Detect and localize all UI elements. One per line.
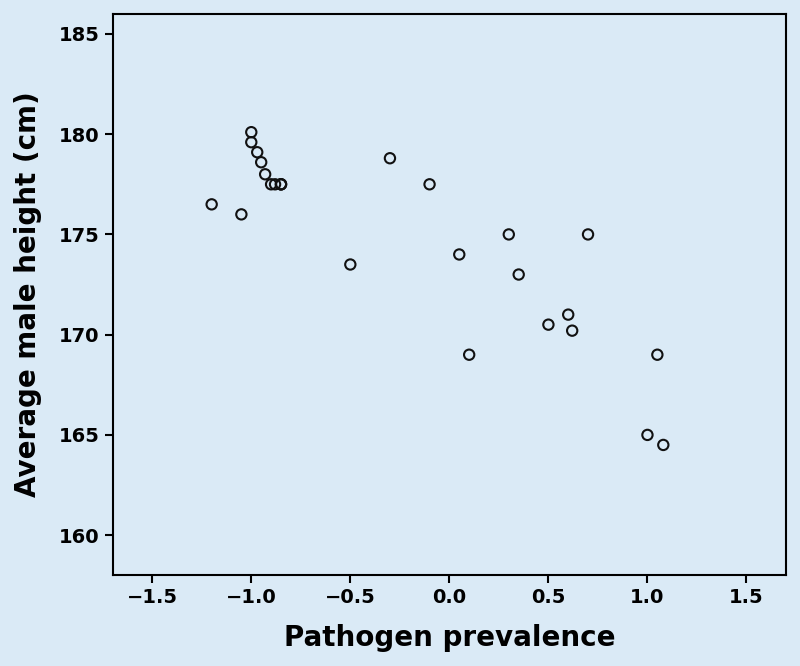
Point — [566, 325, 578, 336]
Point — [251, 147, 264, 158]
Point — [657, 440, 670, 450]
Point — [274, 179, 287, 190]
Point — [502, 229, 515, 240]
Point — [582, 229, 594, 240]
Point — [651, 350, 664, 360]
Point — [344, 259, 357, 270]
Point — [542, 319, 555, 330]
Point — [235, 209, 248, 220]
Point — [641, 430, 654, 440]
Point — [206, 199, 218, 210]
Y-axis label: Average male height (cm): Average male height (cm) — [14, 92, 42, 498]
Point — [274, 179, 287, 190]
Point — [512, 269, 525, 280]
Point — [258, 169, 271, 180]
Point — [245, 137, 258, 148]
Point — [562, 309, 574, 320]
X-axis label: Pathogen prevalence: Pathogen prevalence — [284, 624, 615, 652]
Point — [245, 127, 258, 137]
Point — [265, 179, 278, 190]
Point — [274, 179, 287, 190]
Point — [269, 179, 282, 190]
Point — [254, 157, 267, 168]
Point — [462, 350, 475, 360]
Point — [383, 153, 396, 164]
Point — [453, 249, 466, 260]
Point — [423, 179, 436, 190]
